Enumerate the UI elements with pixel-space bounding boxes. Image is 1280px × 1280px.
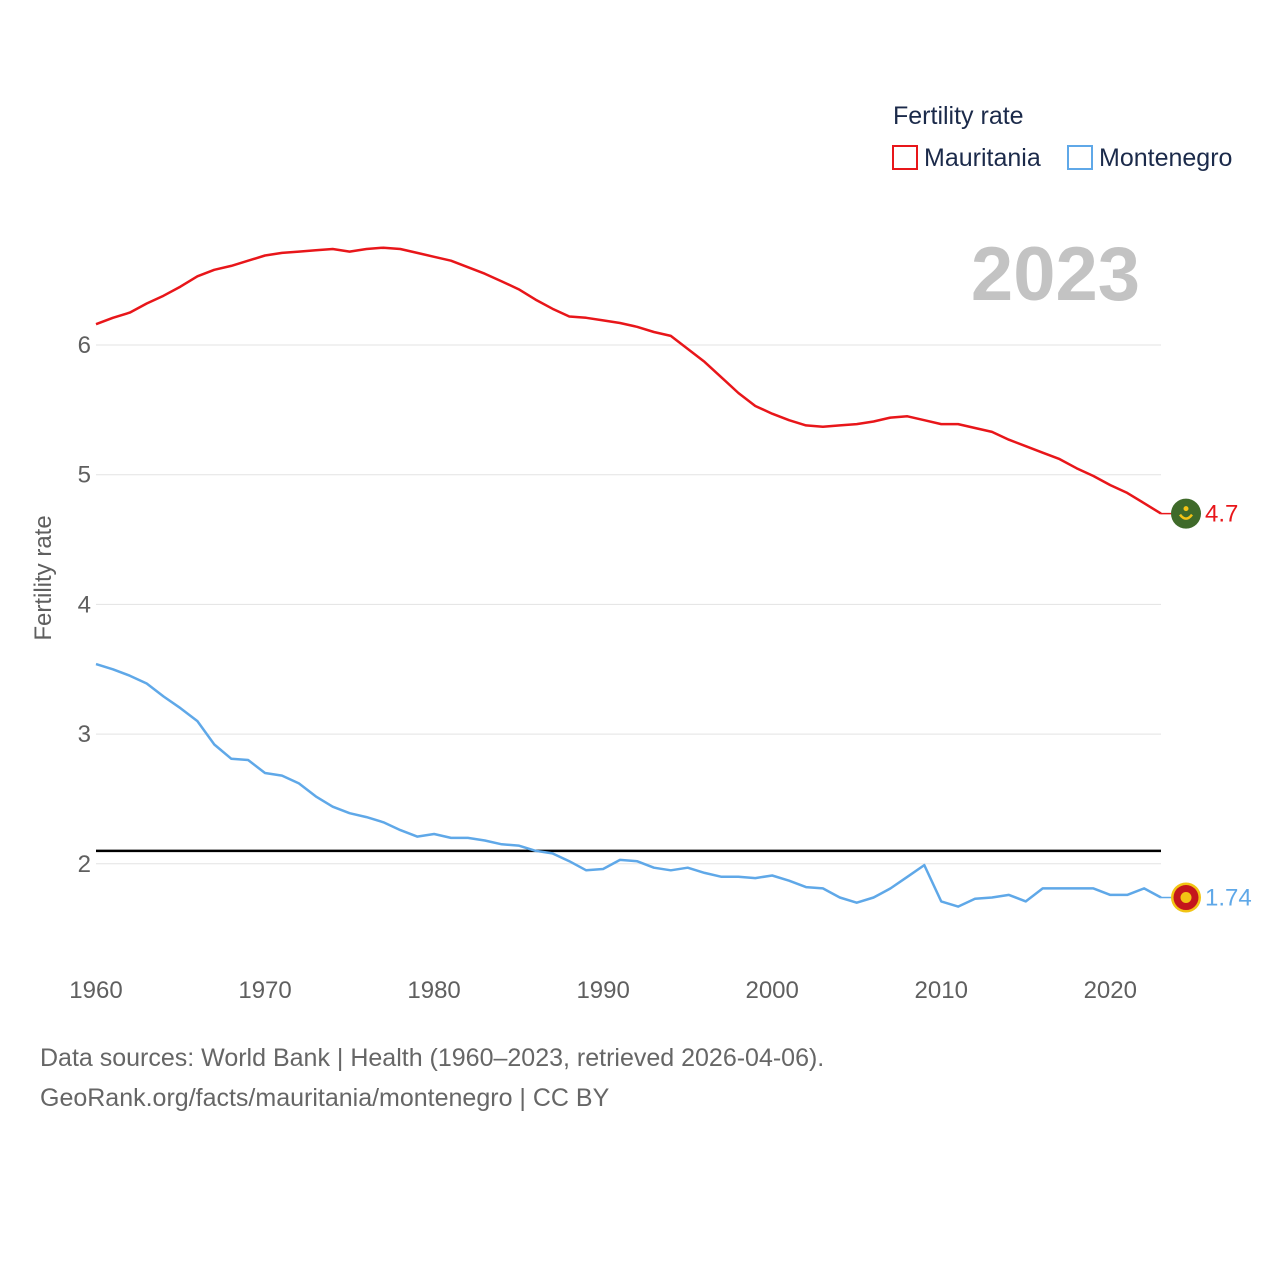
montenegro-flag-icon [1171, 882, 1201, 913]
series-line-mauritania [95, 246, 1162, 515]
end-label-mauritania: 4.7 [1205, 501, 1238, 528]
y-axis: 2 3 4 5 6 [78, 332, 91, 878]
y-tick-label: 5 [78, 462, 91, 489]
x-tick-label: 1960 [69, 977, 122, 1004]
end-label-montenegro: 1.74 [1205, 885, 1252, 912]
end-markers: 4.7 1.74 [1161, 498, 1252, 913]
footer-sources: Data sources: World Bank | Health (1960–… [40, 1044, 825, 1072]
y-tick-label: 6 [78, 332, 91, 359]
x-tick-label: 1990 [576, 977, 629, 1004]
y-axis-title: Fertility rate [30, 515, 57, 640]
year-label: 2023 [971, 232, 1140, 317]
x-tick-label: 2020 [1084, 977, 1137, 1004]
footer-attribution[interactable]: GeoRank.org/facts/mauritania/montenegro … [40, 1084, 610, 1112]
legend-swatch-montenegro [1067, 145, 1093, 170]
x-tick-label: 1980 [407, 977, 460, 1004]
x-tick-label: 1970 [238, 977, 291, 1004]
legend-swatch-mauritania [892, 145, 918, 170]
emblem-shape [1180, 892, 1192, 904]
y-tick-label: 3 [78, 721, 91, 748]
x-tick-label: 2010 [915, 977, 968, 1004]
legend: Fertility rate Mauritania Montenegro [892, 102, 1232, 172]
series-group [95, 246, 1162, 908]
chart: 2 3 4 5 6 1960 1970 1980 1990 2000 2010 2020 Ferti… [30, 102, 1252, 1004]
crescent-shape [1179, 513, 1193, 520]
series-line-montenegro [95, 662, 1162, 908]
flag-circle [1171, 498, 1201, 529]
legend-title: Fertility rate [893, 102, 1024, 130]
legend-label-montenegro: Montenegro [1099, 144, 1232, 172]
x-axis: 1960 1970 1980 1990 2000 2010 2020 [69, 977, 1137, 1004]
star-shape [1183, 506, 1189, 512]
y-tick-label: 4 [78, 591, 91, 618]
gridlines [96, 344, 1161, 865]
mauritania-flag-icon [1171, 498, 1201, 529]
y-tick-label: 2 [78, 851, 91, 878]
legend-label-mauritania: Mauritania [924, 144, 1041, 172]
x-tick-label: 2000 [745, 977, 798, 1004]
